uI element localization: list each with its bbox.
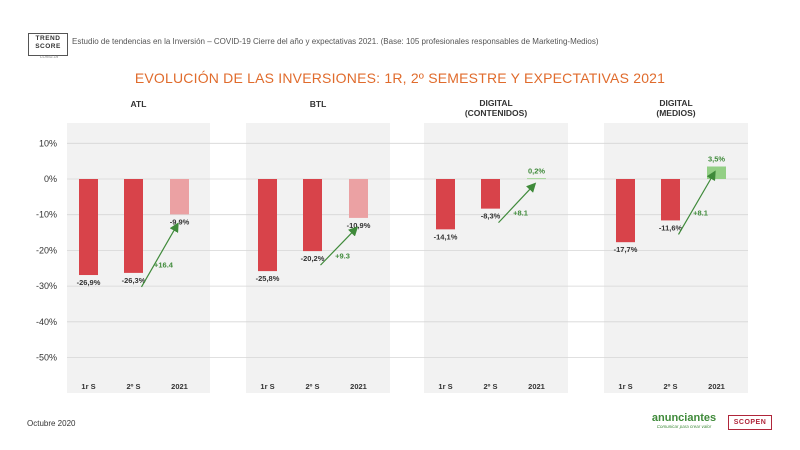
logo-subtitle: COVID-19 bbox=[39, 54, 59, 59]
bar bbox=[79, 179, 98, 276]
bar-value-label: 3,5% bbox=[708, 155, 725, 164]
y-tick-label: -40% bbox=[36, 317, 57, 327]
bar-value-label: -11,6% bbox=[659, 223, 683, 232]
bar bbox=[661, 179, 680, 221]
y-tick-label: 0% bbox=[44, 174, 57, 184]
bar bbox=[707, 166, 726, 179]
category-label: 2021 bbox=[528, 382, 545, 391]
bar bbox=[481, 179, 500, 209]
bar bbox=[124, 179, 143, 273]
change-arrow bbox=[140, 222, 179, 288]
change-arrow bbox=[320, 226, 359, 266]
y-tick-label: -30% bbox=[36, 281, 57, 291]
change-label: +8.1 bbox=[693, 208, 708, 217]
panel-title: DIGITAL bbox=[659, 98, 692, 108]
panel-title: (CONTENIDOS) bbox=[465, 108, 528, 118]
panel-title: BTL bbox=[310, 99, 327, 109]
panel-background bbox=[424, 123, 568, 393]
change-arrow bbox=[677, 170, 716, 235]
bar-value-label: -26,3% bbox=[122, 276, 146, 285]
trend-score-logo: TREND SCORE bbox=[28, 33, 68, 56]
logo-line2: SCORE bbox=[35, 43, 61, 50]
logo-line1: TREND bbox=[35, 35, 61, 42]
panel-title: ATL bbox=[131, 99, 147, 109]
category-label: 2021 bbox=[708, 382, 725, 391]
study-description: Estudio de tendencias en la Inversión – … bbox=[72, 37, 599, 46]
bar-value-label: -8,3% bbox=[481, 212, 501, 221]
category-label: 1r S bbox=[260, 382, 274, 391]
category-label: 2021 bbox=[350, 382, 367, 391]
bar-value-label: 0,2% bbox=[528, 166, 545, 175]
bar-value-label: -26,9% bbox=[77, 278, 101, 287]
bar-value-label: -10,9% bbox=[347, 221, 371, 230]
panel-title: DIGITAL bbox=[479, 98, 512, 108]
category-label: 2º S bbox=[484, 382, 498, 391]
bar-value-label: -9,9% bbox=[170, 217, 190, 226]
bar bbox=[436, 179, 455, 230]
bar bbox=[303, 179, 322, 252]
category-label: 2º S bbox=[127, 382, 141, 391]
bar bbox=[258, 179, 277, 272]
bar-value-label: -25,8% bbox=[256, 274, 280, 283]
y-tick-label: -50% bbox=[36, 353, 57, 363]
change-arrow bbox=[498, 182, 537, 224]
panel-title: (MEDIOS) bbox=[656, 108, 695, 118]
panel-background bbox=[604, 123, 748, 393]
y-tick-label: -10% bbox=[36, 210, 57, 220]
bar bbox=[349, 179, 368, 218]
change-label: +8.1 bbox=[513, 208, 528, 217]
scopen-logo: SCOPEN bbox=[728, 415, 772, 430]
category-label: 1r S bbox=[438, 382, 452, 391]
category-label: 1r S bbox=[618, 382, 632, 391]
bar bbox=[616, 179, 635, 243]
footer-date: Octubre 2020 bbox=[27, 419, 76, 428]
bar-value-label: -14,1% bbox=[434, 232, 458, 241]
category-label: 2º S bbox=[664, 382, 678, 391]
bar-value-label: -17,7% bbox=[614, 245, 638, 254]
y-tick-label: 10% bbox=[39, 138, 57, 148]
bar bbox=[527, 178, 546, 180]
bar-value-label: -20,2% bbox=[301, 254, 325, 263]
anunciantes-tagline: Comunicar para crear valor bbox=[656, 424, 712, 429]
anunciantes-logo: anunciantes Comunicar para crear valor bbox=[651, 412, 717, 429]
change-label: +9.3 bbox=[335, 252, 350, 261]
bar bbox=[170, 179, 189, 215]
category-label: 2º S bbox=[306, 382, 320, 391]
change-label: +16.4 bbox=[154, 261, 174, 270]
category-label: 1r S bbox=[81, 382, 95, 391]
y-tick-label: -20% bbox=[36, 245, 57, 255]
anunciantes-name: anunciantes bbox=[651, 412, 717, 424]
chart-title: EVOLUCIÓN DE LAS INVERSIONES: 1R, 2º SEM… bbox=[134, 70, 666, 86]
category-label: 2021 bbox=[171, 382, 188, 391]
